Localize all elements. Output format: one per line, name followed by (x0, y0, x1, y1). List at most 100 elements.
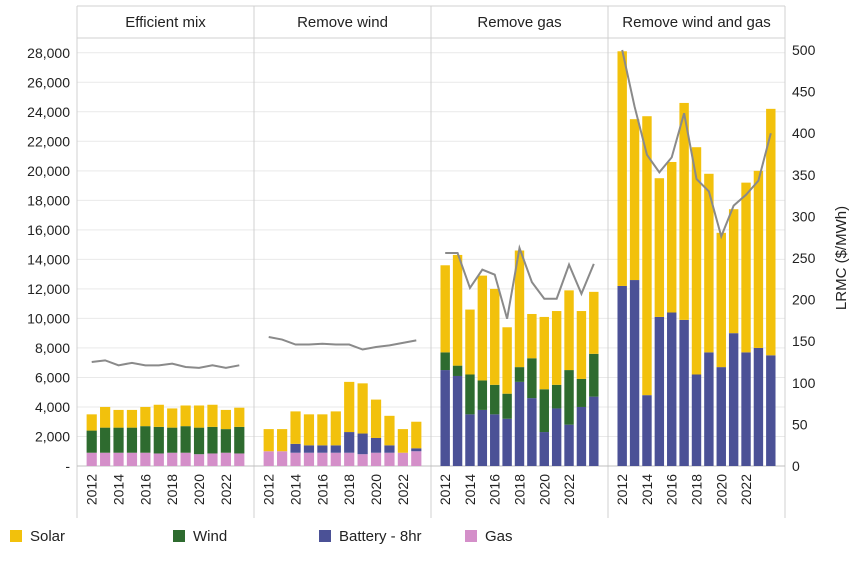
lrmc-lines (91, 49, 772, 369)
bar-remove-wind-and-gas-solar-7 (704, 173, 714, 353)
bar-remove-gas-wind-12 (589, 353, 599, 397)
x-tick-remove-wind-and-gas-2018: 2018 (689, 474, 705, 505)
bar-remove-gas-wind-8 (539, 389, 549, 433)
x-axis-ticks: 2012 2014 2016 2018 2020 2022 2012 2014 2016 2018… (84, 474, 754, 505)
bar-remove-wind-and-gas-solar-9 (728, 209, 739, 334)
y-left-tick-10000: 10,000 (27, 310, 70, 326)
bar-remove-gas-battery-8hr-12 (589, 396, 599, 466)
bar-remove-wind-solar-3 (303, 414, 315, 446)
bar-remove-wind-solar-10 (397, 429, 408, 453)
bar-remove-gas-battery-8hr-11 (576, 406, 587, 466)
bar-remove-gas-wind-7 (527, 358, 537, 399)
bar-remove-wind-solar-0 (263, 429, 274, 452)
bar-remove-wind-gas-9 (384, 452, 395, 466)
bar-efficient-mix-wind-11 (234, 426, 245, 454)
bar-remove-wind-solar-4 (317, 414, 328, 446)
y-left-tick-24000: 24,000 (27, 104, 70, 120)
x-tick-remove-wind-2016: 2016 (314, 474, 330, 505)
bar-remove-gas-wind-9 (551, 384, 562, 409)
x-tick-remove-gas-2022: 2022 (561, 474, 577, 505)
bar-efficient-mix-solar-10 (220, 409, 231, 430)
bar-remove-gas-battery-8hr-10 (564, 424, 574, 466)
bar-efficient-mix-gas-7 (180, 452, 191, 466)
bar-efficient-mix-wind-3 (126, 427, 138, 453)
y-left-tick-12000: 12,000 (27, 281, 70, 297)
bar-remove-wind-solar-11 (411, 421, 422, 449)
bar-remove-wind-and-gas-solar-6 (691, 147, 702, 375)
bar-efficient-mix-gas-0 (86, 452, 97, 466)
y-left-tick-28000: 28,000 (27, 45, 70, 61)
bar-remove-gas-wind-3 (477, 380, 488, 410)
legend-swatch-battery (319, 530, 331, 542)
bar-remove-gas-solar-0 (440, 265, 450, 353)
bar-remove-wind-and-gas-solar-1 (629, 119, 640, 281)
y-left-tick-6000: 6,000 (35, 369, 70, 385)
bar-efficient-mix-gas-8 (193, 454, 205, 466)
legend-item-gas: Gas (465, 528, 513, 545)
legend-label-wind: Wind (193, 527, 228, 545)
bar-remove-wind-and-gas-battery-8hr-12 (766, 355, 776, 466)
y-right-tick-0: 0 (792, 458, 800, 474)
bar-remove-gas-solar-1 (452, 254, 463, 366)
bar-remove-wind-and-gas-battery-8hr-10 (741, 352, 751, 466)
bar-efficient-mix-solar-3 (126, 409, 138, 428)
bar-remove-wind-gas-8 (370, 452, 382, 466)
bar-remove-wind-and-gas-solar-4 (667, 161, 677, 313)
bar-efficient-mix-solar-11 (234, 407, 245, 427)
x-tick-remove-wind-and-gas-2014: 2014 (639, 474, 655, 505)
lrmc-line-remove-wind (268, 336, 417, 351)
y-right-tick-350: 350 (792, 167, 816, 183)
bar-efficient-mix-gas-1 (100, 452, 111, 466)
bar-remove-gas-solar-12 (589, 291, 599, 354)
bar-remove-wind-gas-2 (290, 452, 301, 466)
bar-remove-wind-battery-8hr-6 (344, 432, 355, 453)
bar-remove-wind-battery-8hr-4 (317, 445, 328, 453)
legend-label-solar: Solar (30, 527, 66, 545)
bar-remove-gas-battery-8hr-7 (527, 398, 537, 466)
bar-remove-wind-battery-8hr-3 (303, 445, 315, 453)
y-right-tick-100: 100 (792, 375, 816, 391)
bar-efficient-mix-solar-4 (140, 406, 151, 427)
x-tick-remove-gas-2012: 2012 (437, 474, 453, 505)
bar-efficient-mix-gas-2 (113, 452, 124, 466)
bar-efficient-mix-gas-3 (126, 452, 138, 466)
bar-remove-gas-wind-11 (576, 378, 587, 407)
lrmc-line-remove-wind-and-gas (621, 49, 772, 240)
x-tick-remove-wind-2018: 2018 (341, 474, 357, 505)
bar-remove-wind-gas-5 (330, 452, 341, 466)
x-tick-efficient-mix-2020: 2020 (191, 474, 207, 505)
bar-remove-wind-and-gas-battery-8hr-0 (617, 285, 627, 466)
bar-efficient-mix-gas-5 (153, 453, 164, 466)
bar-remove-gas-solar-2 (465, 309, 475, 375)
x-tick-efficient-mix-2022: 2022 (218, 474, 234, 505)
bar-efficient-mix-wind-5 (153, 426, 164, 454)
bar-remove-wind-and-gas-battery-8hr-3 (654, 316, 665, 466)
y-right-tick-150: 150 (792, 333, 816, 349)
bar-remove-gas-solar-4 (490, 288, 500, 385)
bar-remove-gas-battery-8hr-6 (514, 381, 525, 466)
bar-remove-wind-and-gas-solar-2 (642, 116, 652, 396)
panel-title-remove-wind: Remove wind (297, 14, 388, 31)
bar-remove-gas-battery-8hr-0 (440, 370, 450, 466)
bar-efficient-mix-gas-9 (207, 453, 218, 466)
bar-efficient-mix-wind-2 (113, 427, 124, 453)
x-tick-remove-wind-2020: 2020 (368, 474, 384, 505)
bar-remove-gas-wind-6 (514, 367, 525, 382)
x-tick-remove-gas-2020: 2020 (536, 474, 552, 505)
bar-efficient-mix-solar-2 (113, 409, 124, 428)
bar-remove-gas-battery-8hr-3 (477, 409, 488, 466)
bar-remove-gas-wind-4 (490, 384, 500, 415)
panel-title-remove-wind-and-gas: Remove wind and gas (622, 14, 770, 31)
legend-item-battery: Battery - 8hr (319, 528, 465, 545)
bar-efficient-mix-solar-9 (207, 404, 218, 427)
y-left-tick-22000: 22,000 (27, 133, 70, 149)
y-right-tick-400: 400 (792, 125, 816, 141)
legend-label-gas: Gas (485, 527, 513, 545)
y-right-tick-250: 250 (792, 250, 816, 266)
panel-title-efficient-mix: Efficient mix (125, 14, 206, 31)
bar-efficient-mix-solar-5 (153, 404, 164, 427)
bar-remove-wind-and-gas-battery-8hr-4 (667, 312, 677, 466)
y-left-tick-8000: 8,000 (35, 340, 70, 356)
y-left-tick-20000: 20,000 (27, 163, 70, 179)
bar-remove-wind-battery-8hr-9 (384, 445, 395, 453)
